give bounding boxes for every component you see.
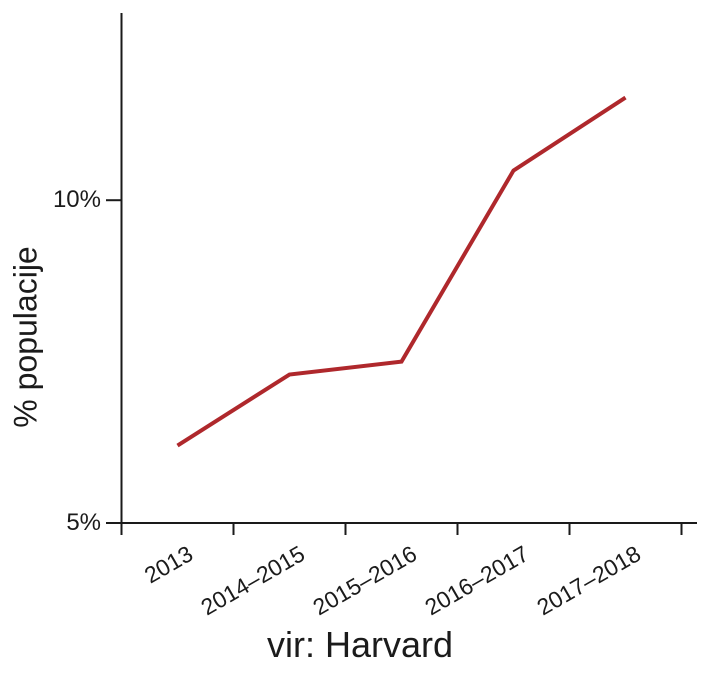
x-axis-label: vir: Harvard [266,624,454,665]
data-line [176,95,627,448]
y-axis-label: % populacije [7,246,44,428]
y-tick-label: 5% [66,509,101,536]
y-tick-label: 10% [52,186,101,214]
